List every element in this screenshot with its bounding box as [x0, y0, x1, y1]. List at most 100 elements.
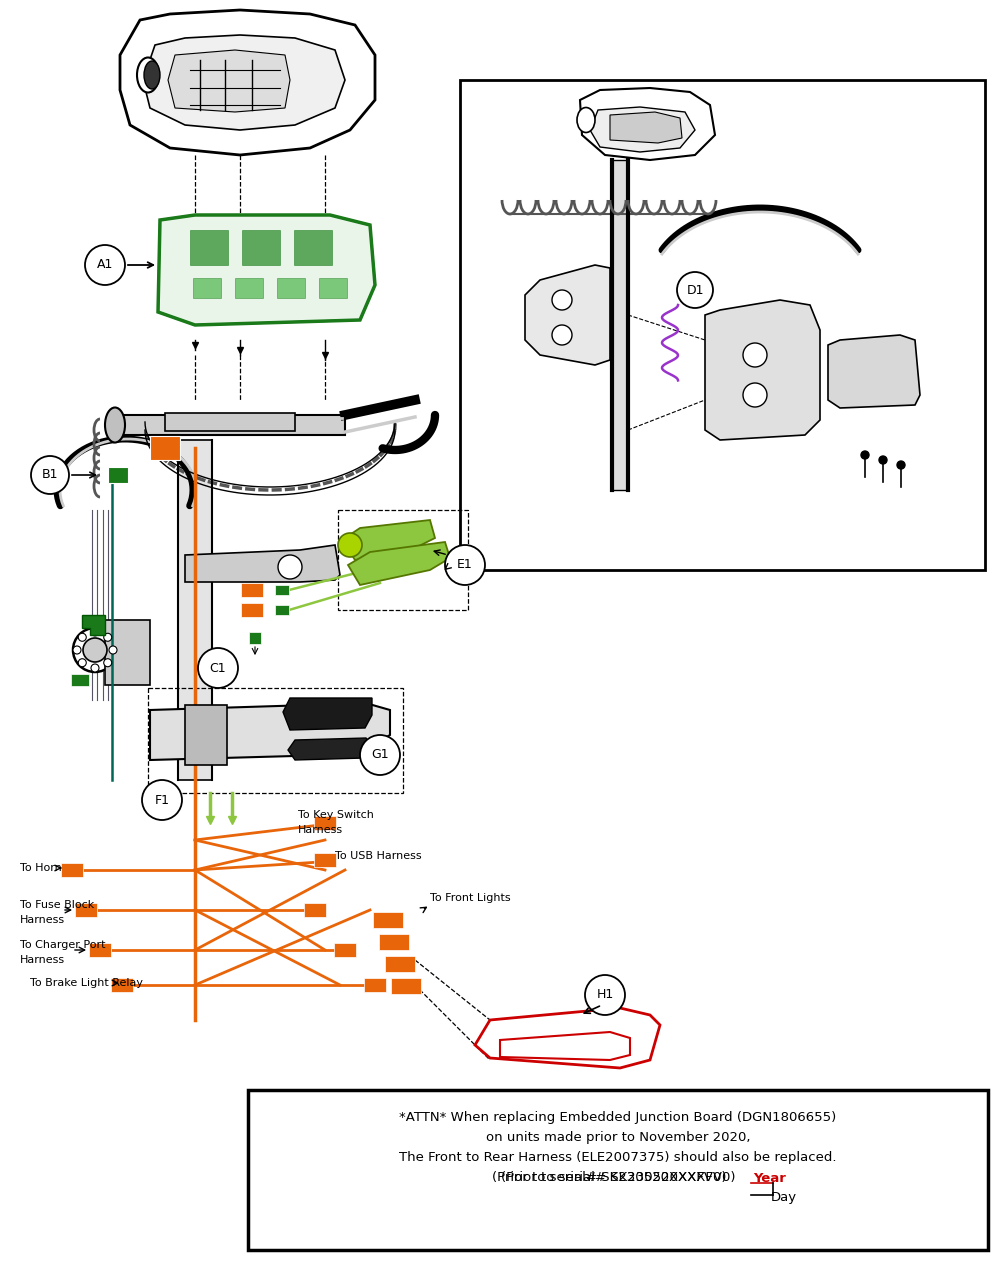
Polygon shape: [283, 698, 372, 730]
Text: To Brake Light Relay: To Brake Light Relay: [30, 978, 143, 988]
Text: Harness: Harness: [20, 915, 65, 925]
Ellipse shape: [105, 408, 125, 442]
Bar: [275, 606, 289, 614]
Polygon shape: [158, 215, 375, 326]
Bar: [294, 231, 332, 265]
Polygon shape: [168, 49, 290, 111]
Bar: [364, 978, 386, 992]
Bar: [249, 632, 261, 644]
Circle shape: [278, 555, 302, 579]
Text: (Prior to serial# SK230520XXXFV0): (Prior to serial# SK230520XXXFV0): [492, 1172, 744, 1185]
Polygon shape: [143, 35, 345, 131]
Bar: [190, 231, 228, 265]
Text: H1: H1: [596, 988, 614, 1001]
Bar: [111, 978, 133, 992]
Bar: [241, 583, 263, 597]
Bar: [373, 912, 403, 927]
Circle shape: [73, 628, 117, 672]
Text: Day: Day: [771, 1191, 797, 1204]
Polygon shape: [590, 106, 695, 152]
Circle shape: [142, 780, 182, 820]
Circle shape: [73, 646, 81, 654]
Bar: [148, 688, 403, 793]
Bar: [460, 80, 985, 570]
Bar: [612, 160, 628, 490]
Text: on units made prior to November 2020,: on units made prior to November 2020,: [486, 1131, 750, 1144]
Bar: [304, 903, 326, 917]
Polygon shape: [342, 519, 435, 560]
Circle shape: [360, 735, 400, 775]
Bar: [185, 704, 227, 765]
Circle shape: [78, 634, 86, 641]
Bar: [108, 468, 128, 483]
Circle shape: [198, 647, 238, 688]
Bar: [338, 511, 468, 609]
Bar: [61, 863, 83, 877]
Circle shape: [83, 639, 107, 661]
Polygon shape: [525, 265, 610, 365]
Circle shape: [104, 659, 112, 666]
Ellipse shape: [577, 108, 595, 133]
Bar: [150, 436, 180, 460]
Text: To USB Harness: To USB Harness: [335, 851, 422, 862]
Polygon shape: [475, 1009, 660, 1068]
Circle shape: [338, 533, 362, 557]
Polygon shape: [500, 1033, 630, 1060]
Text: To Fuse Block: To Fuse Block: [20, 900, 94, 910]
Text: To Front Lights: To Front Lights: [430, 893, 511, 903]
Text: (Prior to serial# SK230520XXXFV0): (Prior to serial# SK230520XXXFV0): [501, 1172, 735, 1185]
Bar: [385, 957, 415, 972]
Bar: [115, 416, 345, 435]
Polygon shape: [580, 87, 715, 160]
Text: A1: A1: [97, 258, 113, 271]
Circle shape: [897, 461, 905, 469]
Circle shape: [552, 326, 572, 345]
Text: G1: G1: [371, 749, 389, 761]
Text: To Key Switch: To Key Switch: [298, 810, 374, 820]
Polygon shape: [120, 10, 375, 155]
Text: B1: B1: [42, 469, 58, 481]
Circle shape: [861, 451, 869, 459]
Bar: [71, 674, 89, 685]
Bar: [241, 603, 263, 617]
Circle shape: [104, 634, 112, 641]
Bar: [235, 277, 263, 298]
Bar: [334, 943, 356, 957]
Bar: [275, 585, 289, 595]
Text: The Front to Rear Harness (ELE2007375) should also be replaced.: The Front to Rear Harness (ELE2007375) s…: [399, 1152, 837, 1164]
Polygon shape: [828, 334, 920, 408]
Text: F1: F1: [154, 793, 170, 807]
Text: To Horn: To Horn: [20, 863, 62, 873]
Text: Harness: Harness: [298, 825, 343, 835]
Circle shape: [91, 664, 99, 672]
Bar: [105, 620, 150, 685]
Text: *ATTN* When replacing Embedded Junction Board (DGN1806655): *ATTN* When replacing Embedded Junction …: [399, 1111, 837, 1125]
Text: D1: D1: [686, 284, 704, 296]
Circle shape: [677, 272, 713, 308]
Text: Harness: Harness: [20, 955, 65, 965]
Polygon shape: [82, 614, 105, 635]
Circle shape: [31, 456, 69, 494]
Bar: [391, 978, 421, 995]
Polygon shape: [610, 111, 682, 143]
Polygon shape: [705, 300, 820, 440]
Bar: [89, 943, 111, 957]
Circle shape: [91, 628, 99, 636]
Bar: [379, 934, 409, 950]
Polygon shape: [185, 545, 340, 582]
Bar: [242, 231, 280, 265]
Text: C1: C1: [210, 661, 226, 674]
Text: Year: Year: [753, 1172, 786, 1185]
Circle shape: [585, 976, 625, 1015]
Polygon shape: [348, 542, 450, 585]
Bar: [319, 277, 347, 298]
Circle shape: [85, 245, 125, 285]
Circle shape: [552, 290, 572, 310]
Bar: [314, 816, 336, 830]
Bar: [165, 413, 295, 431]
Text: To Charger Port: To Charger Port: [20, 940, 106, 950]
Bar: [75, 903, 97, 917]
Circle shape: [743, 343, 767, 367]
Circle shape: [78, 659, 86, 666]
Polygon shape: [150, 699, 390, 760]
